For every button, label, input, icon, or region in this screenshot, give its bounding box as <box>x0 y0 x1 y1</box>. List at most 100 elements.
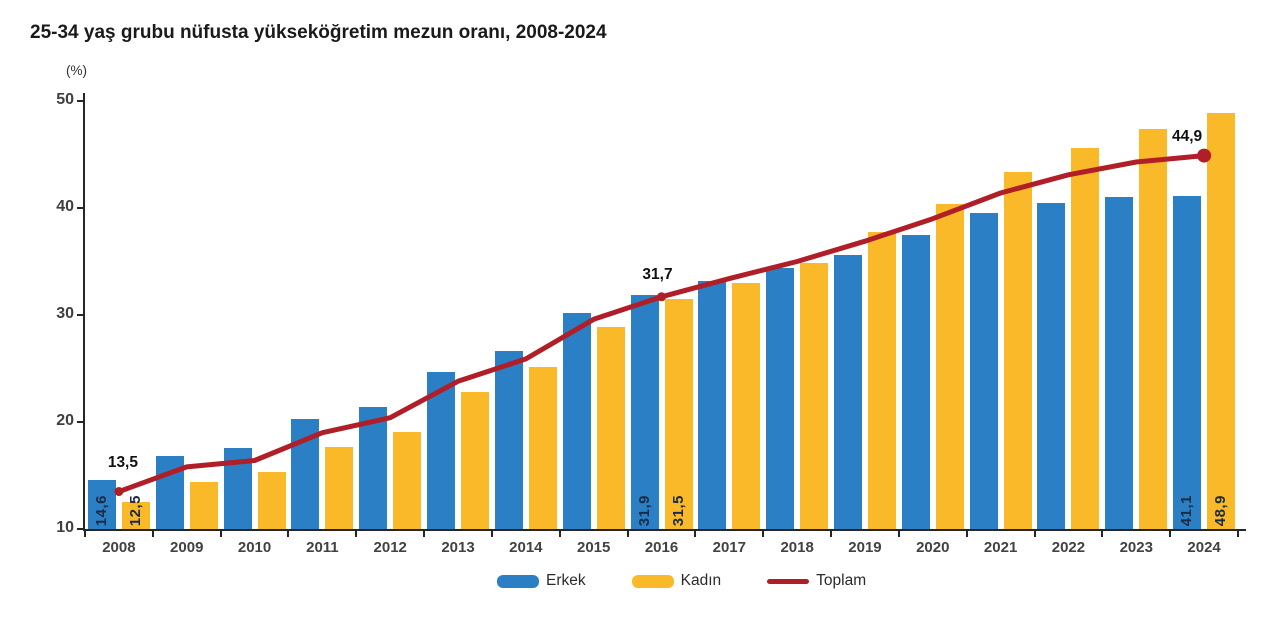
bar-kadin-2023[interactable] <box>1139 128 1168 529</box>
x-tick-mark-2 <box>219 531 222 537</box>
bar-erkek-2023[interactable] <box>1105 197 1134 529</box>
toplam-point-2024[interactable] <box>1197 148 1212 163</box>
legend-item-kadin[interactable]: Kadın <box>631 572 722 590</box>
x-tick-mark-9 <box>694 531 697 537</box>
y-tick-label-50: 50 <box>56 91 74 108</box>
toplam-point-2016[interactable] <box>657 292 666 302</box>
chart-title: 25-34 yaş grubu nüfusta yükseköğretim me… <box>30 22 607 43</box>
toplam-point-2008[interactable] <box>114 487 124 497</box>
bar-kadin-2012[interactable] <box>393 431 422 529</box>
x-axis-line <box>83 529 1246 531</box>
toplam-line-layer <box>114 148 1212 497</box>
bar-erkek-2021[interactable] <box>969 213 998 529</box>
bar-erkek-2022[interactable] <box>1037 202 1066 529</box>
x-tick-label-2012: 2012 <box>373 539 407 556</box>
y-tick-label-30: 30 <box>56 305 74 322</box>
toplam-value-label-2008: 13,5 <box>107 453 138 471</box>
x-tick-mark-7 <box>558 531 561 537</box>
x-tick-label-2018: 2018 <box>780 539 814 556</box>
bar-value-label-erkek-2016: 31,9 <box>635 494 653 526</box>
legend-label-kadin: Kadın <box>680 572 722 589</box>
x-tick-label-2016: 2016 <box>644 539 679 556</box>
bar-erkek-2012[interactable] <box>359 407 388 529</box>
bar-erkek-2024[interactable] <box>1173 196 1202 529</box>
x-tick-label-2010: 2010 <box>237 539 272 556</box>
legend-item-erkek[interactable]: Erkek <box>497 572 586 590</box>
x-tick-mark-8 <box>626 531 629 537</box>
x-tick-mark-14 <box>1033 531 1036 537</box>
legend-swatch-erkek <box>497 574 539 588</box>
plot-area: 13,5 31,7 44,9 14,6 12,5 31,9 31,5 41,1 48,9 <box>85 93 1246 529</box>
y-tick-label-20: 20 <box>56 412 74 429</box>
bar-kadin-2009[interactable] <box>189 481 218 529</box>
bar-erkek-2014[interactable] <box>494 351 523 529</box>
legend: Erkek Kadın Toplam <box>497 572 866 590</box>
legend-label-toplam: Toplam <box>816 572 867 589</box>
x-tick-label-2017: 2017 <box>712 539 746 556</box>
x-tick-mark-15 <box>1101 531 1104 537</box>
bar-kadin-2015[interactable] <box>596 326 625 529</box>
x-tick-mark-5 <box>423 531 426 537</box>
legend-item-toplam[interactable]: Toplam <box>767 572 866 590</box>
bar-kadin-2022[interactable] <box>1071 148 1100 529</box>
bar-value-label-erkek-2008: 14,6 <box>92 494 110 526</box>
bar-kadin-2017[interactable] <box>732 282 761 529</box>
y-tick-mark-30 <box>77 314 83 316</box>
bar-erkek-2020[interactable] <box>901 234 930 529</box>
x-tick-label-2015: 2015 <box>576 539 611 556</box>
bar-kadin-2010[interactable] <box>257 472 286 529</box>
y-tick-label-10: 10 <box>56 519 74 536</box>
bar-kadin-2008[interactable] <box>121 502 150 529</box>
x-tick-mark-13 <box>965 531 968 537</box>
x-tick-label-2019: 2019 <box>848 539 882 556</box>
x-tick-label-2024: 2024 <box>1187 539 1221 556</box>
bar-erkek-2008[interactable] <box>87 479 116 529</box>
bar-erkek-2019[interactable] <box>833 255 862 529</box>
bar-value-label-kadin-2008: 12,5 <box>126 494 144 526</box>
x-tick-label-2013: 2013 <box>441 539 475 556</box>
y-tick-mark-10 <box>77 528 83 530</box>
toplam-value-label-2024: 44,9 <box>1171 127 1203 145</box>
x-tick-label-2021: 2021 <box>983 539 1018 556</box>
x-tick-mark-11 <box>830 531 833 537</box>
bar-kadin-2021[interactable] <box>1003 171 1032 529</box>
x-tick-label-2020: 2020 <box>916 539 950 556</box>
x-tick-mark-3 <box>287 531 290 537</box>
x-tick-label-2014: 2014 <box>509 539 543 556</box>
bar-kadin-2018[interactable] <box>800 262 829 529</box>
x-tick-mark-4 <box>355 531 358 537</box>
bar-value-label-erkek-2024: 41,1 <box>1178 494 1196 526</box>
bar-kadin-2020[interactable] <box>935 203 964 529</box>
y-tick-mark-20 <box>77 421 83 423</box>
x-tick-label-2022: 2022 <box>1051 539 1086 556</box>
bar-kadin-2016[interactable] <box>664 298 693 529</box>
x-tick-mark-16 <box>1169 531 1172 537</box>
x-tick-mark-0 <box>84 531 86 537</box>
y-tick-mark-40 <box>77 207 83 209</box>
x-tick-label-2023: 2023 <box>1119 539 1153 556</box>
bar-kadin-2011[interactable] <box>325 446 354 529</box>
bar-erkek-2016[interactable] <box>630 294 659 529</box>
x-tick-mark-1 <box>151 531 154 537</box>
bar-erkek-2018[interactable] <box>766 267 795 529</box>
legend-swatch-toplam <box>767 578 810 584</box>
bar-kadin-2019[interactable] <box>867 231 896 529</box>
bar-value-label-kadin-2024: 48,9 <box>1212 494 1230 526</box>
bar-kadin-2013[interactable] <box>461 392 490 529</box>
y-axis-unit-label: (%) <box>66 63 87 78</box>
bar-kadin-2024[interactable] <box>1207 112 1236 529</box>
x-tick-mark-17 <box>1237 531 1239 537</box>
bar-kadin-2014[interactable] <box>528 367 557 529</box>
x-tick-mark-6 <box>490 531 493 537</box>
toplam-value-label-2016: 31,7 <box>642 265 673 283</box>
y-axis-line <box>83 93 85 531</box>
bar-erkek-2015[interactable] <box>562 312 591 529</box>
legend-label-erkek: Erkek <box>546 572 586 589</box>
toplam-line[interactable] <box>116 153 1207 495</box>
bar-erkek-2017[interactable] <box>698 280 727 529</box>
y-tick-mark-50 <box>77 100 83 102</box>
y-tick-label-40: 40 <box>56 198 74 215</box>
x-tick-label-2008: 2008 <box>102 539 136 556</box>
x-tick-mark-12 <box>897 531 900 537</box>
